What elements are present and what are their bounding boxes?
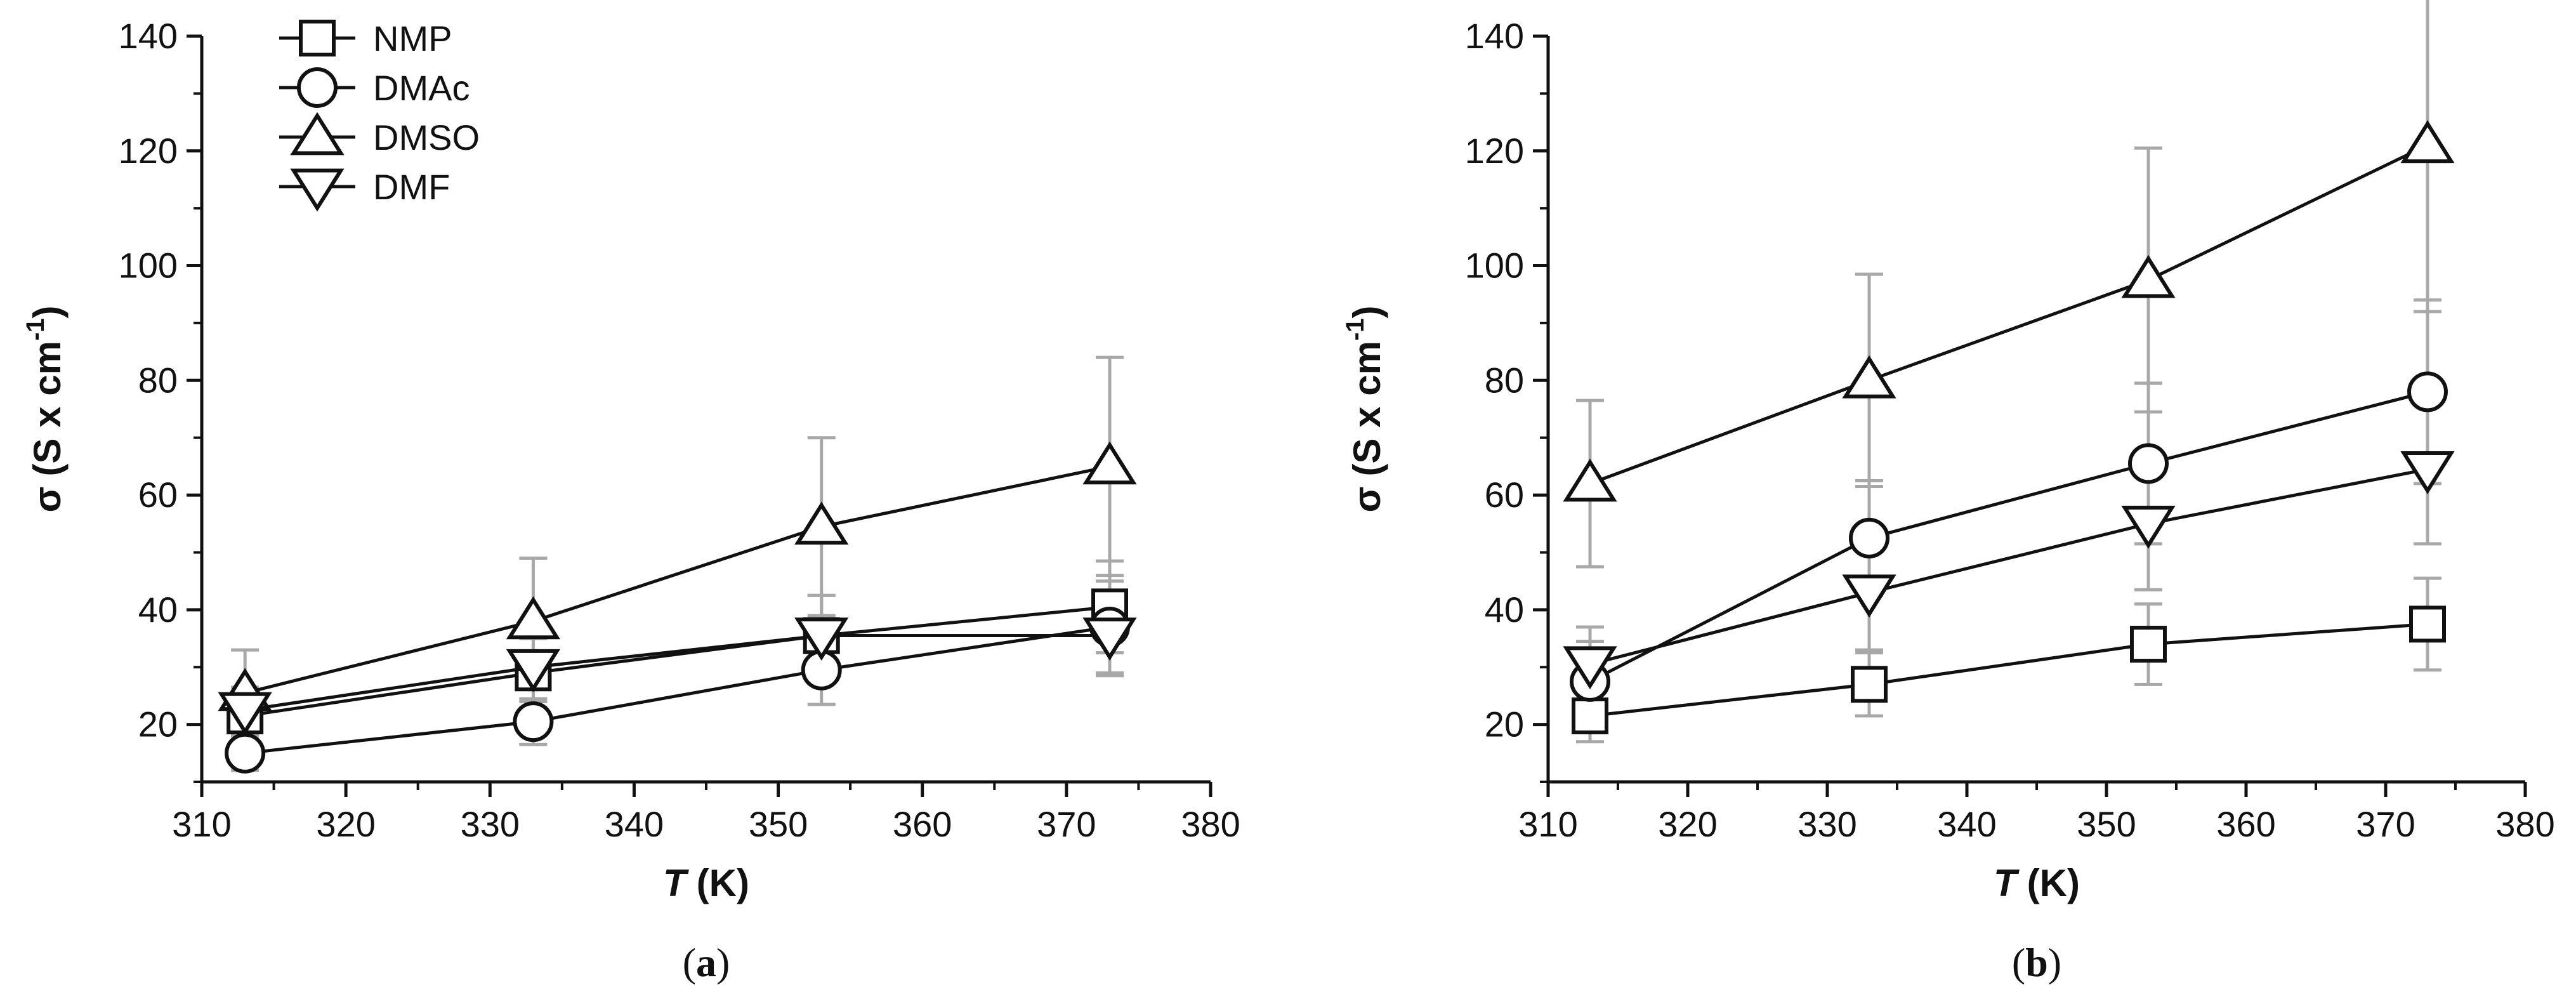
y-axis-label-close: ) [1346,305,1388,318]
x-axis-label: T (K) [663,862,749,904]
series-line-dmf [1589,467,2428,666]
y-axis-label-symbol: σ [1346,486,1388,512]
data-point-dmf [506,649,561,692]
x-tick-label: 380 [1181,804,1240,844]
x-tick-label: 340 [605,804,664,844]
data-point-dmso [2400,120,2455,164]
y-tick-label: 140 [1465,16,1524,56]
y-tick-label: 20 [138,704,178,744]
y-tick-label: 140 [119,16,178,56]
data-point-dmac [513,701,554,743]
x-tick-label: 330 [461,804,520,844]
data-point-dmso [1842,355,1896,399]
y-tick-label: 40 [1485,590,1524,630]
data-point-dmf [1842,574,1896,618]
legend-label: DMSO [373,117,480,157]
legend-label: DMF [373,167,450,207]
x-axis-label-var: T [663,862,689,904]
series-line-dmf [244,634,1110,712]
x-tick-label: 350 [749,804,808,844]
panel-b: 310 320 330 340 350 360 370 380 20 40 60 80 100 120 14… [1341,0,2555,985]
x-axis-label: T (K) [1994,862,2080,904]
legend-marker-dmf [290,168,345,212]
legend-label: NMP [373,18,452,58]
y-tick-label: 40 [138,590,178,630]
legend-item-dmso: DMSO [279,112,480,157]
series-line-nmp [1589,622,2428,718]
data-point-dmf [2400,451,2455,494]
legend-label: DMAc [373,68,470,108]
y-axis-label: σ (S x cm-1) [1341,305,1388,512]
data-point-dmso [2121,254,2176,298]
data-point-dmf [1082,618,1137,661]
data-point-nmp [2409,605,2446,643]
series-line-nmp [244,605,1110,718]
series-line-dmso [244,465,1110,695]
y-tick-label: 60 [138,475,178,515]
x-tick-label: 360 [893,804,952,844]
x-tick-label: 340 [1937,804,1996,844]
x-tick-label: 370 [2356,804,2415,844]
x-axis-label-unit: (K) [697,862,749,904]
data-point-dmf [794,618,849,661]
data-point-dmso [1082,441,1137,485]
data-point-dmac [2128,443,2169,484]
data-point-nmp [1572,697,1608,735]
series-line-dmac [244,625,1110,755]
y-tick-label: 100 [119,246,178,286]
y-axis-label-unit: (S x cm [26,341,69,476]
panel-label-letter: b [2025,940,2048,985]
y-axis-label-exponent: -1 [22,318,49,341]
legend-item-nmp: NMP [279,18,452,58]
y-tick-label: 80 [1485,360,1524,400]
legend-marker-dmso [290,112,345,155]
x-tick-label: 320 [316,804,375,844]
data-point-dmf [2121,505,2176,549]
data-point-dmso [1563,458,1617,502]
data-point-dmf [218,692,272,736]
x-tick-label: 370 [1037,804,1096,844]
data-point-nmp [1851,666,1888,703]
legend-item-dmac: DMAc [279,67,470,108]
y-tick-label: 80 [138,360,178,400]
panel-a: 310 320 330 340 350 360 370 380 20 40 60 80 100 120 14… [22,16,1240,985]
data-point-dmf [1563,646,1617,690]
panel-label: (a) [683,940,730,985]
legend: NMP DMAc DMSO DMF [279,18,480,212]
data-point-dmac [2407,371,2448,413]
x-tick-label: 330 [1797,804,1856,844]
y-tick-label: 100 [1465,246,1524,286]
y-axis-label-close: ) [26,305,69,318]
y-axis-label: σ (S x cm-1) [22,305,69,512]
series-line-dmac [1589,390,2428,684]
y-axis-label-symbol: σ [26,486,69,512]
data-point-dmso [506,596,561,640]
x-tick-label: 310 [172,804,231,844]
legend-marker-nmp [299,20,336,56]
data-point-dmac [1849,517,1889,558]
y-axis-label-unit: (S x cm [1346,341,1388,476]
y-tick-label: 20 [1485,704,1524,744]
y-tick-label: 120 [119,131,178,171]
panel-label-letter: a [696,940,716,985]
x-tick-label: 360 [2216,804,2275,844]
data-point-dmso [794,501,849,545]
legend-marker-dmac [297,67,338,108]
y-tick-label: 60 [1485,475,1524,515]
x-axis-label-unit: (K) [2027,862,2080,904]
panel-label: (b) [2012,940,2061,985]
y-axis-label-exponent: -1 [1341,318,1369,341]
data-point-nmp [2130,626,2167,663]
legend-item-dmf: DMF [279,167,450,212]
x-tick-label: 380 [2495,804,2554,844]
data-point-dmac [225,732,266,774]
x-axis-label-var: T [1994,862,2020,904]
y-tick-label: 120 [1465,131,1524,171]
series-line-dmso [1589,143,2429,485]
x-tick-label: 350 [2077,804,2136,844]
x-tick-label: 310 [1518,804,1577,844]
x-tick-label: 320 [1658,804,1717,844]
